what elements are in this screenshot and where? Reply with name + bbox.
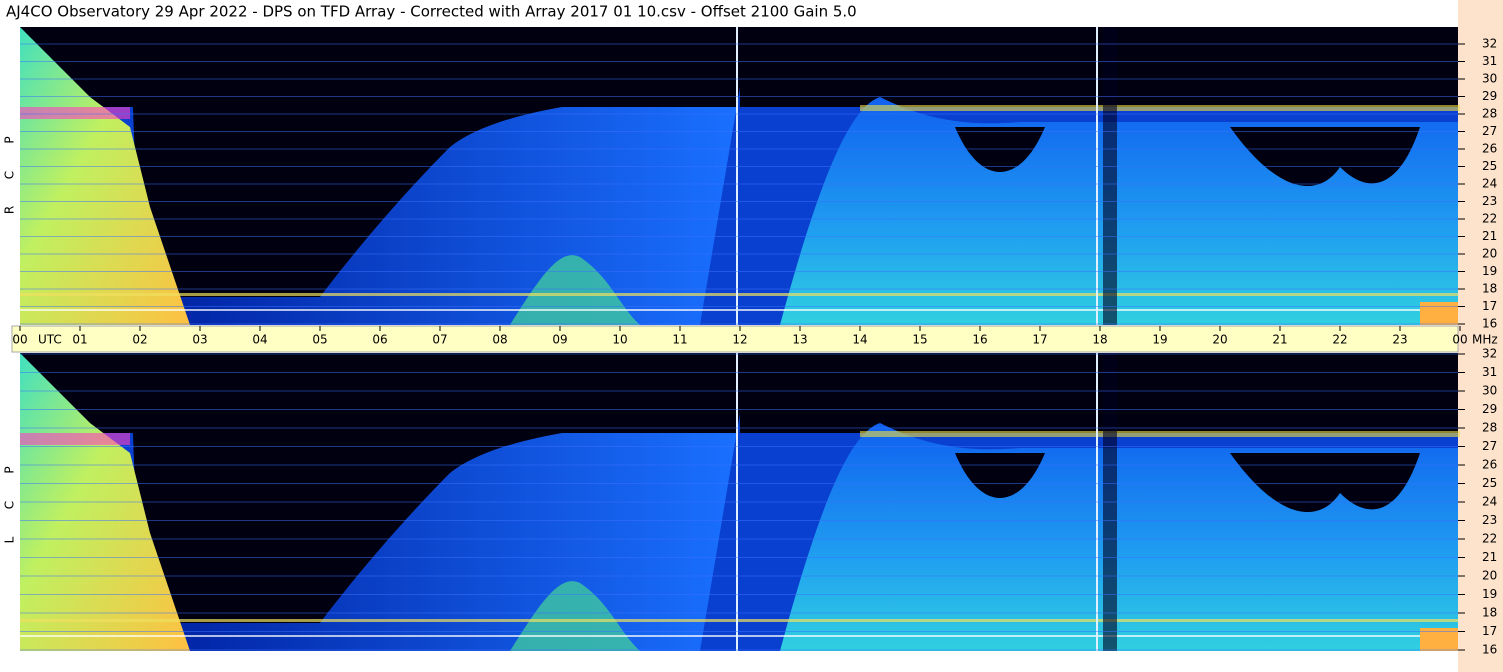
y-tick-label: 24 — [1482, 495, 1497, 509]
x-tick-label: 19 — [1152, 333, 1167, 347]
y-tick-label: 30 — [1482, 384, 1497, 398]
x-tick-label: 02 — [132, 333, 147, 347]
x-tick-label: 17 — [1032, 333, 1047, 347]
y-tick-label: 27 — [1482, 124, 1497, 138]
y-tick-label: 29 — [1482, 89, 1497, 103]
channel-label: R — [3, 206, 17, 214]
x-tick-label: 01 — [72, 333, 87, 347]
x-tick-label: 14 — [852, 333, 867, 347]
x-tick-label: 16 — [972, 333, 987, 347]
y-tick-label: 26 — [1482, 458, 1497, 472]
x-tick-label: 10 — [612, 333, 627, 347]
y-axis-label: MHz — [1472, 333, 1498, 347]
y-tick-label: 21 — [1482, 229, 1497, 243]
y-tick-label: 32 — [1482, 37, 1497, 51]
x-tick-label: 03 — [192, 333, 207, 347]
y-tick-label: 25 — [1482, 159, 1497, 173]
y-tick-label: 24 — [1482, 177, 1497, 191]
x-axis-label: UTC — [38, 333, 62, 347]
y-tick-label: 19 — [1482, 264, 1497, 278]
y-tick-label: 19 — [1482, 587, 1497, 601]
x-tick-label: 00 — [1452, 333, 1467, 347]
y-tick-label: 29 — [1482, 402, 1497, 416]
y-tick-label: 28 — [1482, 421, 1497, 435]
x-tick-label: 04 — [252, 333, 267, 347]
time-axis-strip — [11, 325, 1459, 353]
x-tick-label: 06 — [372, 333, 387, 347]
y-tick-label: 31 — [1482, 365, 1497, 379]
left-margin — [0, 25, 20, 672]
x-tick-label: 00 — [12, 333, 27, 347]
y-tick-label: 20 — [1482, 569, 1497, 583]
y-tick-label: 17 — [1482, 299, 1497, 313]
x-tick-label: 12 — [732, 333, 747, 347]
x-tick-label: 22 — [1332, 333, 1347, 347]
y-tick-label: 28 — [1482, 107, 1497, 121]
y-tick-label: 31 — [1482, 54, 1497, 68]
y-tick-label: 30 — [1482, 72, 1497, 86]
y-tick-label: 23 — [1482, 194, 1497, 208]
channel-label: L — [3, 536, 17, 543]
y-tick-label: 20 — [1482, 247, 1497, 261]
spectrogram-image — [20, 27, 1460, 325]
x-tick-label: 15 — [912, 333, 927, 347]
x-tick-label: 09 — [552, 333, 567, 347]
x-tick-label: 23 — [1392, 333, 1407, 347]
y-tick-label: 27 — [1482, 439, 1497, 453]
x-tick-label: 21 — [1272, 333, 1287, 347]
x-tick-label: 13 — [792, 333, 807, 347]
y-tick-label: 16 — [1482, 317, 1497, 331]
x-tick-label: 07 — [432, 333, 447, 347]
y-tick-label: 21 — [1482, 550, 1497, 564]
x-tick-label: 08 — [492, 333, 507, 347]
y-tick-label: 26 — [1482, 142, 1497, 156]
y-tick-label: 18 — [1482, 606, 1497, 620]
y-tick-label: 25 — [1482, 476, 1497, 490]
y-tick-label: 32 — [1482, 347, 1497, 361]
channel-label: C — [3, 171, 17, 179]
y-tick-label: 22 — [1482, 532, 1497, 546]
x-tick-label: 05 — [312, 333, 327, 347]
channel-label: P — [3, 136, 17, 143]
y-tick-label: 22 — [1482, 212, 1497, 226]
channel-label: P — [3, 466, 17, 473]
y-tick-label: 16 — [1482, 643, 1497, 657]
x-tick-label: 20 — [1212, 333, 1227, 347]
freq-axis-strip — [1458, 0, 1503, 672]
x-tick-label: 11 — [672, 333, 687, 347]
chart-title: AJ4CO Observatory 29 Apr 2022 - DPS on T… — [6, 3, 857, 21]
y-tick-label: 18 — [1482, 282, 1497, 296]
x-tick-label: 18 — [1092, 333, 1107, 347]
y-tick-label: 23 — [1482, 513, 1497, 527]
y-tick-label: 17 — [1482, 624, 1497, 638]
channel-label: C — [3, 501, 17, 509]
